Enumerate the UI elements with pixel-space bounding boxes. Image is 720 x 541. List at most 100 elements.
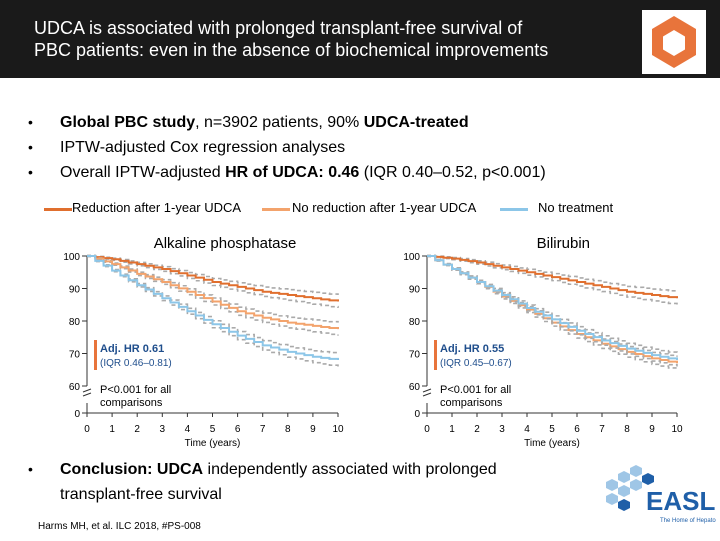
axis-break-mark — [422, 388, 432, 393]
y-tick-label: 70 — [69, 350, 81, 361]
x-tick-label: 5 — [210, 424, 216, 435]
legend-label-reduction: Reduction after 1-year UDCA — [72, 200, 242, 215]
chart-legend: Reduction after 1-year UDCA No reduction… — [40, 200, 680, 220]
y-tick-label: 70 — [409, 350, 421, 361]
y-tick-label: 100 — [63, 252, 80, 263]
legend-label-no-reduction: No reduction after 1-year UDCA — [292, 200, 477, 215]
x-tick-label: 8 — [285, 424, 291, 435]
x-tick-label: 4 — [524, 424, 530, 435]
x-tick-label: 9 — [310, 424, 316, 435]
bullet-item: • Overall IPTW-adjusted HR of UDCA: 0.46… — [28, 160, 688, 185]
series-ci-lower — [427, 255, 678, 367]
x-tick-label: 1 — [449, 424, 455, 435]
x-axis-title: Time (years) — [185, 438, 241, 449]
annotation-p-cont: comparisons — [440, 397, 503, 409]
x-tick-label: 2 — [474, 424, 480, 435]
bullet-bold: UDCA-treated — [363, 114, 469, 131]
y-tick-label: 100 — [403, 252, 420, 263]
series-line — [87, 255, 339, 330]
x-tick-label: 7 — [260, 424, 266, 435]
series-ci-upper — [87, 254, 339, 354]
series-ci-upper — [427, 254, 678, 357]
series-ci-lower — [87, 255, 339, 308]
legend-label-no-treatment: No treatment — [538, 200, 614, 215]
annotation-iqr: (IQR 0.45–0.67) — [440, 358, 512, 369]
x-tick-label: 4 — [185, 424, 191, 435]
x-tick-label: 9 — [649, 424, 655, 435]
x-tick-label: 3 — [499, 424, 505, 435]
easl-wordmark: EASL — [646, 486, 715, 516]
axis-break-mark — [422, 392, 432, 397]
annotation-bar — [94, 340, 97, 370]
annotation-p: P<0.001 for all — [100, 384, 171, 396]
bullet-icon: • — [28, 114, 33, 130]
series-line — [427, 255, 678, 360]
legend-swatch-reduction — [44, 208, 72, 211]
bullet-bold: Global PBC study — [60, 114, 196, 131]
series-ci-lower — [87, 255, 339, 367]
title-line-1: UDCA is associated with prolonged transp… — [34, 18, 523, 38]
x-tick-label: 10 — [332, 424, 344, 435]
y-tick-label: 90 — [409, 285, 421, 296]
chart-title: Bilirubin — [537, 235, 590, 252]
conclusion-text-2: transplant-free survival — [60, 486, 222, 503]
series-line — [427, 255, 678, 299]
slide-header: UDCA is associated with prolonged transp… — [0, 0, 720, 78]
annotation-p-cont: comparisons — [100, 397, 163, 409]
bullet-text: (IQR 0.40–0.52, p<0.001) — [359, 164, 546, 181]
y-tick-label: 90 — [69, 285, 81, 296]
y-tick-label: 80 — [69, 317, 81, 328]
x-tick-label: 0 — [84, 424, 90, 435]
annotation-hr: Adj. HR 0.61 — [100, 343, 164, 355]
footnote: Harms MH, et al. ILC 2018, #PS-008 — [38, 521, 201, 532]
annotation-iqr: (IQR 0.46–0.81) — [100, 358, 172, 369]
slide-title: UDCA is associated with prolonged transp… — [34, 17, 634, 61]
x-tick-label: 5 — [549, 424, 555, 435]
conclusion-text: independently associated with prolonged — [203, 461, 497, 478]
x-tick-label: 1 — [109, 424, 115, 435]
bullet-text: IPTW-adjusted Cox regression analyses — [60, 139, 346, 156]
x-tick-label: 7 — [599, 424, 605, 435]
bullet-item: • Global PBC study, n=3902 patients, 90%… — [28, 110, 688, 135]
x-tick-label: 3 — [160, 424, 166, 435]
x-tick-label: 0 — [424, 424, 430, 435]
bullet-item: • IPTW-adjusted Cox regression analyses — [28, 135, 688, 160]
y-tick-label: 80 — [409, 317, 421, 328]
legend-swatch-no-treatment — [500, 208, 528, 211]
y-tick-label: 0 — [414, 409, 420, 420]
series-line — [87, 255, 339, 302]
y-tick-label: 60 — [409, 382, 421, 393]
bullet-bold: HR of UDCA: 0.46 — [225, 164, 360, 181]
title-line-2: PBC patients: even in the absence of bio… — [34, 40, 549, 60]
annotation-bar — [434, 340, 437, 370]
series-line — [87, 255, 339, 360]
y-tick-label: 0 — [74, 409, 80, 420]
series-ci-lower — [87, 255, 339, 336]
x-tick-label: 8 — [624, 424, 630, 435]
x-tick-label: 6 — [574, 424, 580, 435]
series-ci-upper — [427, 254, 678, 354]
bullet-list: • Global PBC study, n=3902 patients, 90%… — [28, 110, 688, 185]
bullet-icon: • — [28, 164, 33, 180]
x-tick-label: 6 — [235, 424, 241, 435]
easl-logo-icon: EASL The Home of Hepatology — [606, 465, 720, 524]
hexagon-icon — [652, 16, 696, 68]
axis-break-mark — [82, 392, 92, 397]
annotation-hr: Adj. HR 0.55 — [440, 343, 504, 355]
conclusion-bullet: • Conclusion: UDCA independently associa… — [28, 457, 588, 507]
bullet-icon: • — [28, 139, 33, 155]
bullet-text: , n=3902 patients, 90% — [195, 114, 364, 131]
bullet-item: • Conclusion: UDCA independently associa… — [28, 457, 588, 507]
x-tick-label: 10 — [671, 424, 683, 435]
hexagon-logo — [642, 10, 706, 74]
axis-break-mark — [82, 388, 92, 393]
series-ci-lower — [427, 255, 678, 305]
easl-logo: EASL The Home of Hepatology — [598, 460, 720, 536]
y-tick-label: 60 — [69, 382, 81, 393]
series-ci-upper — [87, 254, 339, 295]
legend-swatch-no-reduction — [262, 208, 290, 211]
annotation-p: P<0.001 for all — [440, 384, 511, 396]
conclusion-bold: Conclusion: UDCA — [60, 461, 204, 478]
series-ci-upper — [87, 254, 339, 323]
